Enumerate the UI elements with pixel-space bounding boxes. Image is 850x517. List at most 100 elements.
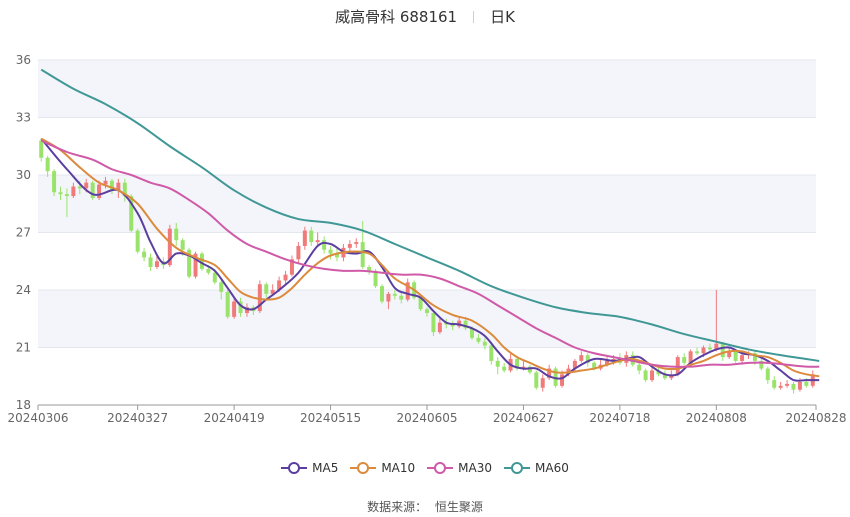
candle-body [289, 259, 294, 275]
candle [52, 169, 57, 197]
candle-body [367, 267, 372, 271]
candle [675, 355, 680, 377]
candle-body [463, 320, 468, 329]
candle-body [682, 357, 687, 363]
x-axis: 20240306 20240327 20240419 20240515 20240605… [7, 404, 847, 425]
legend-item-ma30[interactable]: MA30 [427, 461, 492, 475]
candle-body [302, 230, 307, 246]
candle-body [199, 253, 204, 269]
candle-body [328, 249, 333, 254]
candle [64, 188, 69, 218]
candle-body [778, 385, 783, 388]
legend-swatch [281, 462, 308, 474]
candle-body [309, 230, 314, 243]
candle [585, 353, 590, 367]
candle-body [360, 242, 365, 267]
candle [360, 221, 365, 269]
candle [116, 178, 121, 198]
moving-average-lines [40, 68, 820, 382]
y-tick-label: 33 [16, 111, 31, 125]
candle-body [386, 293, 391, 302]
candle [405, 278, 410, 302]
candle [476, 334, 481, 344]
candle-body [585, 355, 590, 363]
candle [354, 238, 359, 248]
legend-item-ma5[interactable]: MA5 [281, 461, 338, 475]
candle-body [797, 382, 802, 390]
chart-title: 威高骨科 688161 日K [0, 6, 850, 27]
candle-body [695, 351, 700, 354]
candle-body [373, 270, 378, 287]
candle-body [405, 282, 410, 300]
legend-label: MA60 [535, 461, 569, 475]
legend-item-ma10[interactable]: MA10 [350, 461, 415, 475]
candle-body [71, 186, 76, 197]
y-tick-label: 18 [16, 398, 31, 412]
candle-body [733, 351, 738, 361]
candle [244, 303, 249, 317]
candle [154, 255, 159, 269]
candle-body [637, 364, 642, 371]
candle-body [740, 355, 745, 361]
candle-body [264, 284, 269, 294]
candle-body [752, 353, 757, 361]
candle [283, 270, 288, 285]
candle-body [64, 194, 69, 197]
candle-body [791, 383, 796, 390]
candle-body [399, 295, 404, 300]
candle [309, 226, 314, 246]
candle-body [187, 249, 192, 277]
candle-body [225, 291, 230, 317]
candle-body [560, 374, 565, 386]
candle-body [675, 357, 680, 375]
candle-body [804, 382, 809, 386]
grid-band [38, 60, 816, 118]
candle-body [347, 244, 352, 248]
candle-body [476, 337, 481, 342]
candle-body [425, 309, 429, 313]
candle-body [315, 240, 320, 243]
candle-body [97, 184, 102, 198]
candle-body [84, 182, 89, 189]
candle [135, 228, 140, 254]
candle [187, 247, 192, 279]
legend: MA5 MA10 MA30 MA60 [0, 458, 850, 475]
candle-body [193, 253, 198, 277]
candle [109, 178, 114, 195]
candle [238, 297, 243, 317]
candle-body [154, 261, 159, 267]
candle-body [296, 245, 301, 260]
candle [791, 382, 796, 394]
source-provider: 恒生聚源 [434, 500, 483, 514]
y-tick-label: 27 [16, 226, 31, 240]
candle [765, 366, 770, 384]
candle [347, 240, 352, 252]
candle [142, 247, 147, 262]
candle-body [650, 370, 655, 381]
candle [289, 255, 294, 277]
candle-body [482, 341, 487, 346]
candle-body [244, 307, 249, 313]
candle-body [379, 286, 384, 302]
candle-body [727, 351, 732, 358]
candle-body [122, 182, 127, 197]
candle-body [232, 301, 237, 317]
candle [219, 280, 224, 300]
candle-body [270, 290, 275, 294]
legend-item-ma60[interactable]: MA60 [504, 461, 569, 475]
candle-body [77, 186, 82, 189]
candle [367, 265, 372, 275]
legend-marker [434, 462, 447, 474]
candle [785, 380, 790, 388]
candle-body [592, 362, 597, 369]
candle-body [180, 240, 185, 250]
legend-marker [357, 462, 370, 474]
candle-body [45, 157, 50, 172]
candle [431, 311, 436, 336]
candle-body [534, 372, 539, 388]
x-tick-label: 20240627 [493, 411, 554, 425]
candle-body [206, 268, 211, 273]
candle-body [605, 360, 610, 365]
candle-body [489, 345, 494, 361]
